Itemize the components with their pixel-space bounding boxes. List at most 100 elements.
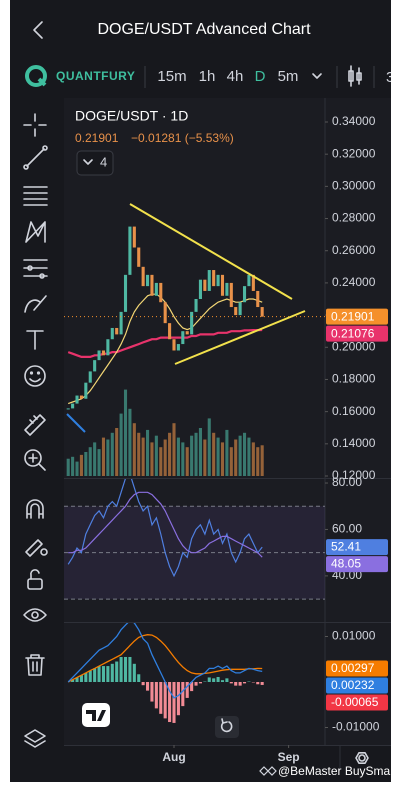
histogram-bar xyxy=(176,681,180,716)
candle xyxy=(251,274,255,291)
volume-bar xyxy=(176,437,180,476)
brand-logo-tail xyxy=(37,77,47,87)
price-label-box xyxy=(326,308,388,325)
lock-tool[interactable] xyxy=(27,569,43,590)
volume-bar xyxy=(66,458,70,476)
histogram-bar xyxy=(137,674,141,682)
indicator-toggle[interactable] xyxy=(76,150,114,176)
histogram-bar xyxy=(220,680,225,682)
volume-bar xyxy=(251,442,255,476)
interval-button[interactable]: 4h xyxy=(227,68,244,85)
candle xyxy=(176,344,180,351)
visibility-tool[interactable] xyxy=(23,608,47,622)
volume-bar xyxy=(101,437,106,476)
y-tick-label: 0.26000 xyxy=(332,243,376,257)
y-tick-label: 0.20000 xyxy=(332,339,376,353)
volume-bar xyxy=(225,429,229,476)
histogram-bar xyxy=(181,681,185,707)
interval-dropdown[interactable] xyxy=(312,73,322,79)
emoji-tool[interactable] xyxy=(24,365,46,387)
trend-line-lower xyxy=(174,310,306,365)
candle xyxy=(185,331,189,335)
volume-bar xyxy=(88,447,92,476)
price-label-box xyxy=(326,660,388,677)
pattern-tool[interactable] xyxy=(25,221,46,243)
volume-bar xyxy=(106,439,110,476)
text-tool[interactable] xyxy=(26,330,44,350)
candle xyxy=(181,331,185,345)
layers-tool[interactable] xyxy=(24,729,46,748)
histogram-bar xyxy=(190,681,194,692)
volume-bar xyxy=(172,423,176,476)
candle xyxy=(256,290,260,308)
volume-bar xyxy=(110,432,114,476)
volume-bar xyxy=(181,442,185,476)
candle xyxy=(146,274,150,287)
candle xyxy=(260,307,264,317)
lock-draw-tool[interactable] xyxy=(25,539,48,557)
histogram-bar xyxy=(185,681,189,698)
candle xyxy=(75,395,79,404)
price-label: 0.21076 xyxy=(331,326,375,340)
chart-type-button[interactable] xyxy=(348,65,362,87)
histogram-bar xyxy=(97,666,101,682)
histogram-bar xyxy=(106,666,110,682)
candle xyxy=(106,339,110,356)
candle xyxy=(141,266,145,287)
indicator-line xyxy=(67,623,263,699)
volume-bar xyxy=(132,423,136,476)
settings-button[interactable] xyxy=(355,752,369,764)
tv-logo xyxy=(82,703,110,727)
interval-button[interactable]: 1h xyxy=(199,68,216,85)
candle xyxy=(212,270,216,287)
candle xyxy=(190,311,194,335)
volume-bar xyxy=(154,435,158,476)
fib-tool[interactable] xyxy=(23,186,48,206)
ruler-tool[interactable] xyxy=(24,414,46,436)
price-label: -0.00065 xyxy=(331,695,379,709)
candle xyxy=(101,350,106,356)
drawn-line xyxy=(66,413,86,433)
price-label: 0.21901 xyxy=(331,309,375,323)
legend-symbol: DOGE/USDT · 1D xyxy=(75,108,188,124)
trendline-tool[interactable] xyxy=(23,145,48,170)
y-tick-label: 0.32000 xyxy=(332,146,376,160)
candle xyxy=(234,307,238,316)
candle xyxy=(207,270,211,291)
interval-button[interactable]: 15m xyxy=(157,68,186,85)
histogram-bar xyxy=(234,681,238,686)
brand-logo xyxy=(25,65,47,87)
brush-tool[interactable] xyxy=(24,295,47,313)
delete-tool[interactable] xyxy=(25,654,45,676)
toolbar-more[interactable]: 34 xyxy=(386,69,401,86)
histogram-bar xyxy=(172,681,176,723)
legend-quote: 0.21901 xyxy=(75,131,119,145)
brand-name: QUANTFURY xyxy=(56,69,135,83)
histogram-bar xyxy=(115,661,119,682)
back-button[interactable] xyxy=(33,21,43,39)
volume-bar xyxy=(137,432,141,476)
interval-button[interactable]: 5m xyxy=(278,68,299,85)
reset-button[interactable] xyxy=(215,716,239,738)
candle xyxy=(79,395,83,399)
crosshair-tool[interactable] xyxy=(23,113,47,137)
volume-bar xyxy=(159,447,163,476)
y-tick-label: 60.00 xyxy=(332,522,362,536)
projection-tool[interactable] xyxy=(23,259,48,279)
volume-bar xyxy=(150,442,154,476)
y-tick-label: 0.14000 xyxy=(332,436,376,450)
y-tick-label: 80.00 xyxy=(332,475,362,489)
zoom-tool[interactable] xyxy=(24,449,46,471)
volume-bar xyxy=(234,439,238,476)
histogram-bar xyxy=(225,678,229,682)
histogram-bar xyxy=(198,681,202,684)
volume-bar xyxy=(198,428,202,476)
watermark: @BeMaster BuySmart xyxy=(278,764,398,778)
indicator-count: 4 xyxy=(100,154,107,169)
interval-button[interactable]: D xyxy=(255,68,266,85)
magnet-tool[interactable] xyxy=(26,499,44,519)
price-label: 0.00232 xyxy=(331,678,375,692)
y-tick-label: 0.34000 xyxy=(332,114,376,128)
histogram-bar xyxy=(256,681,260,685)
